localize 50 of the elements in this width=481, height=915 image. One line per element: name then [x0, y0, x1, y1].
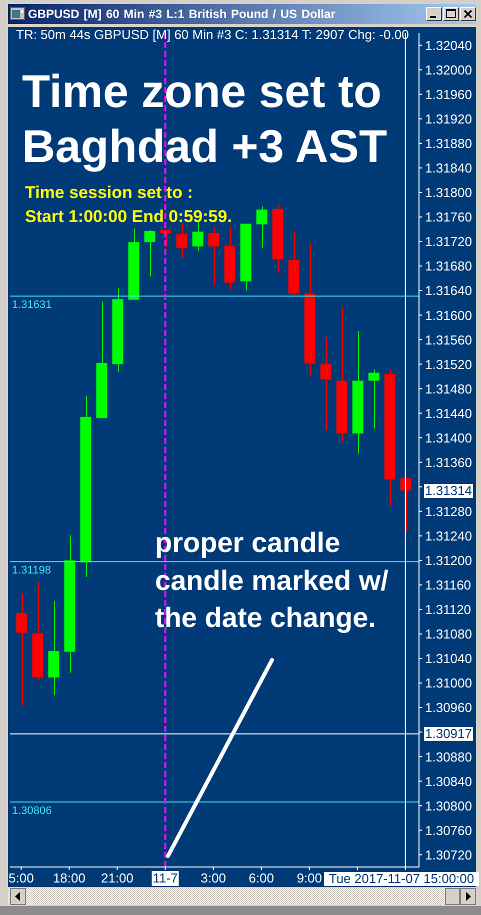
y-tick-label: 1.31800 [425, 185, 472, 200]
y-tick-label: 1.30720 [425, 847, 472, 862]
y-tick-label: 1.32040 [425, 38, 472, 53]
y-tick-label: 1.32000 [425, 62, 472, 78]
y-tick-label: 1.31440 [425, 406, 472, 421]
ref-line-label: 1.31631 [12, 299, 52, 312]
y-tick-label: 1.31960 [425, 87, 472, 102]
x-tick-label: 5:00 [8, 870, 34, 886]
label-box: Tue 2017-11-07 15:00:00 [324, 872, 479, 886]
chart-subtitle: TR: 50m 44s GBPUSD [M] 60 Min #3 C: 1.31314 T: 2907 Chg: -0.00 [16, 27, 409, 42]
y-tick-label: 1.31120 [425, 602, 472, 618]
y-tick-label: 1.31680 [425, 258, 472, 274]
y-tick-label: 1.31360 [425, 454, 472, 470]
y-tick-label: 1.31560 [425, 332, 472, 348]
y-tick-label: 1.31000 [425, 676, 472, 691]
ref-line-label: 1.30806 [12, 804, 52, 817]
x-tick-label: 21:00 [100, 870, 134, 886]
x-tick-label: 18:00 [52, 870, 86, 886]
y-tick-label: 1.31720 [425, 234, 472, 250]
y-tick-label: 1.31640 [425, 283, 472, 298]
annotation: proper candle candle marked w/ the date change. [155, 527, 388, 633]
label-box: 1.30917 [424, 727, 473, 741]
label-box: 1.31314 [424, 484, 473, 498]
y-tick-label: 1.31200 [425, 553, 472, 568]
y-tick-label: 1.31040 [425, 651, 472, 666]
y-tick-label: 1.30960 [425, 700, 472, 716]
y-tick-label: 1.31880 [425, 136, 472, 152]
y-tick-label: 1.31760 [425, 210, 472, 225]
y-tick-label: 1.30800 [425, 798, 472, 814]
y-tick-label: 1.31920 [425, 112, 472, 127]
annotation: Time zone set to Baghdad +3 AST [22, 65, 388, 172]
y-tick-label: 1.30760 [425, 822, 472, 838]
y-tick-label: 1.31080 [425, 626, 472, 642]
y-tick-label: 1.31520 [425, 356, 472, 372]
chart-title: GBPUSD [M] 60 Min #3 L:1 British Pound / US Dollar [28, 7, 336, 21]
x-tick-label: 6:00 [248, 870, 274, 886]
y-tick-label: 1.30880 [425, 749, 472, 764]
annotation: Time session set to : [25, 183, 193, 202]
y-tick-label: 1.30840 [425, 774, 472, 789]
x-tick-label: 9:00 [296, 870, 322, 886]
y-tick-label: 1.31240 [425, 528, 472, 544]
y-tick-label: 1.31840 [425, 160, 472, 176]
y-tick-label: 1.31600 [425, 308, 472, 323]
y-tick-label: 1.31160 [425, 578, 472, 593]
y-tick-label: 1.31400 [425, 430, 472, 446]
ref-line-label: 1.31198 [12, 564, 51, 577]
annotation: Start 1:00:00 End 0:59:59. [25, 207, 232, 226]
y-tick-label: 1.31480 [425, 381, 472, 396]
y-tick-label: 1.31280 [425, 504, 472, 520]
x-tick-label: 3:00 [200, 870, 226, 886]
